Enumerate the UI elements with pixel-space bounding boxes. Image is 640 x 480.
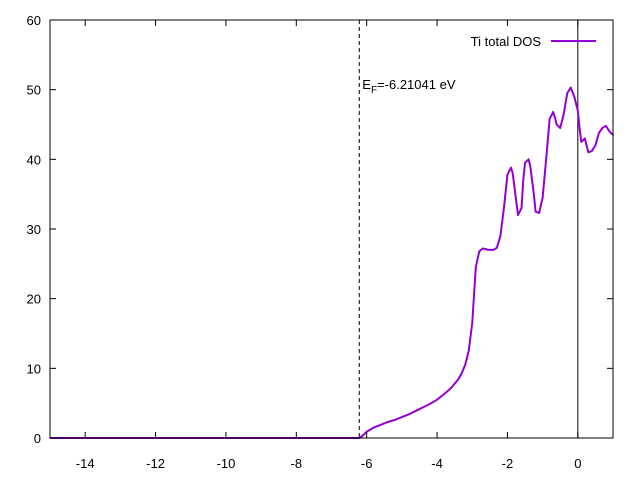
x-tick-label: -4 bbox=[431, 456, 443, 471]
data-point bbox=[474, 266, 477, 269]
y-tick-label: 20 bbox=[27, 292, 41, 307]
data-point bbox=[464, 364, 467, 366]
series-line-ti-total-dos bbox=[50, 86, 614, 439]
y-tick-label: 0 bbox=[34, 431, 41, 446]
data-point bbox=[506, 173, 509, 176]
data-point bbox=[408, 413, 410, 416]
data-point bbox=[422, 406, 424, 409]
data-point bbox=[478, 250, 481, 253]
data-point bbox=[487, 249, 489, 251]
data-point bbox=[517, 214, 519, 216]
data-point bbox=[541, 196, 544, 199]
data-point bbox=[513, 186, 516, 188]
data-point bbox=[573, 95, 576, 98]
data-point bbox=[577, 109, 579, 112]
data-point bbox=[372, 426, 375, 429]
data-point bbox=[394, 419, 396, 421]
data-point bbox=[511, 172, 514, 175]
fermi-level-label: EF=-6.21041 eV bbox=[362, 77, 456, 96]
legend-label: Ti total DOS bbox=[471, 34, 542, 49]
fermi-label-main: E bbox=[362, 77, 371, 92]
data-point bbox=[443, 393, 445, 395]
x-tick-label: -10 bbox=[217, 456, 236, 471]
data-point bbox=[522, 179, 525, 182]
data-point bbox=[554, 116, 556, 119]
data-point bbox=[499, 235, 502, 237]
data-point bbox=[555, 123, 558, 126]
x-tick-label: -2 bbox=[502, 456, 514, 471]
fermi-label-sub: F bbox=[371, 85, 377, 96]
data-point bbox=[520, 207, 523, 209]
data-point bbox=[485, 248, 488, 251]
y-tick-label: 60 bbox=[27, 13, 41, 28]
data-point bbox=[467, 350, 470, 352]
data-point bbox=[429, 403, 431, 405]
data-point bbox=[584, 137, 586, 140]
data-point bbox=[545, 158, 547, 161]
data-point bbox=[552, 111, 554, 113]
plot-frame bbox=[49, 19, 614, 439]
x-tick-label: -12 bbox=[146, 456, 165, 471]
legend: Ti total DOS bbox=[471, 34, 596, 49]
data-points bbox=[49, 86, 614, 439]
data-point bbox=[534, 210, 537, 213]
data-point bbox=[548, 118, 551, 120]
data-point bbox=[379, 423, 382, 426]
data-point bbox=[401, 416, 403, 418]
data-point bbox=[503, 207, 505, 209]
data-point bbox=[569, 86, 572, 89]
data-point bbox=[482, 247, 484, 250]
data-point bbox=[559, 127, 562, 129]
data-point bbox=[578, 127, 581, 129]
data-point bbox=[566, 92, 569, 94]
data-point bbox=[533, 193, 535, 195]
data-point bbox=[580, 141, 583, 143]
data-point bbox=[492, 249, 495, 251]
data-point bbox=[601, 127, 604, 129]
data-point bbox=[510, 166, 512, 169]
data-point bbox=[460, 372, 463, 375]
data-point bbox=[527, 158, 530, 161]
data-point bbox=[562, 113, 565, 115]
y-tick-label: 50 bbox=[27, 83, 41, 98]
data-point bbox=[587, 151, 590, 154]
data-point bbox=[457, 378, 459, 381]
data-point bbox=[598, 132, 600, 134]
data-point bbox=[605, 125, 607, 127]
data-point bbox=[362, 434, 364, 437]
data-point bbox=[594, 144, 597, 147]
x-tick-label: 0 bbox=[574, 456, 581, 471]
data-point bbox=[608, 130, 611, 133]
data-point bbox=[415, 410, 417, 412]
data-point bbox=[471, 322, 474, 324]
x-tick-label: -6 bbox=[361, 456, 373, 471]
data-point bbox=[538, 212, 540, 214]
data-point bbox=[436, 398, 438, 401]
x-tick-label: -8 bbox=[291, 456, 303, 471]
fermi-label-value: =-6.21041 eV bbox=[377, 77, 456, 92]
data-point bbox=[489, 249, 491, 251]
data-point bbox=[387, 421, 389, 423]
y-tick-label: 30 bbox=[27, 222, 41, 237]
data-point bbox=[591, 150, 593, 152]
data-point bbox=[524, 162, 526, 164]
y-tick-label: 10 bbox=[27, 361, 41, 376]
x-tick-label: -14 bbox=[76, 456, 95, 471]
data-point bbox=[450, 387, 452, 389]
y-tick-label: 40 bbox=[27, 152, 41, 167]
data-point bbox=[496, 247, 498, 249]
data-point bbox=[531, 179, 533, 182]
data-point bbox=[529, 165, 532, 168]
